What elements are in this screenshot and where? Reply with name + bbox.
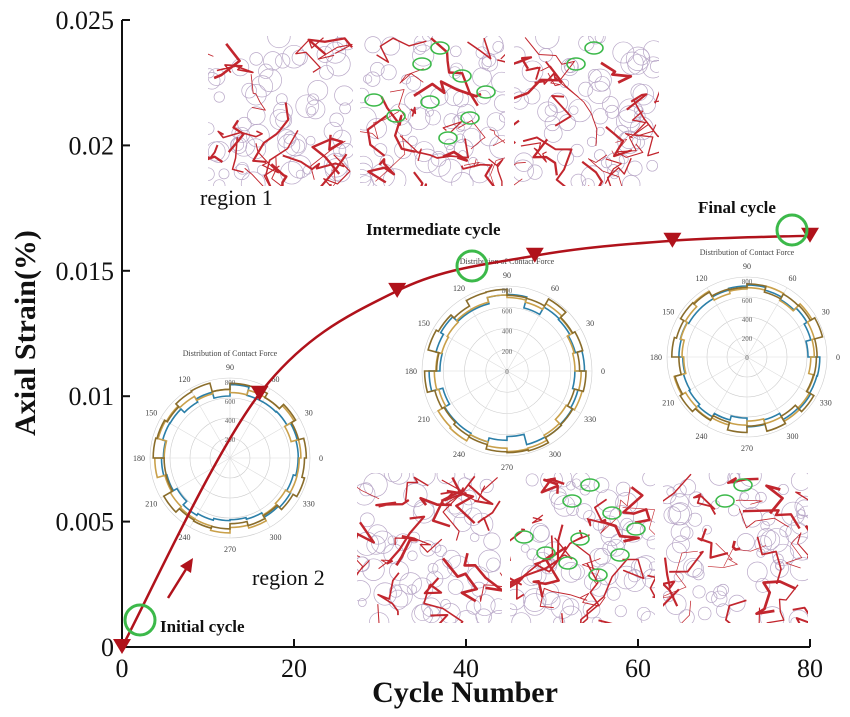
polar-angle-label: 30 xyxy=(305,409,313,418)
force-chain-panel xyxy=(663,473,808,623)
polar-radial-label: 400 xyxy=(502,328,513,336)
x-ticks: 0 20 40 60 80 xyxy=(116,639,823,683)
y-tick-label: 0.005 xyxy=(56,508,115,537)
x-tick-label: 80 xyxy=(797,654,823,683)
polar-angle-label: 30 xyxy=(586,319,594,328)
force-chain-panel xyxy=(360,36,505,186)
polar-angle-label: 120 xyxy=(453,284,465,293)
polar-inset: 0 30 60 90 120 150 180 210 240 270 300 330 0 200 400 60… xyxy=(405,257,605,472)
polar-angle-label: 210 xyxy=(662,399,674,408)
series-layer xyxy=(113,227,819,654)
polar-angle-label: 30 xyxy=(822,308,830,317)
y-tick-label: 0.025 xyxy=(56,6,115,35)
data-point-marker xyxy=(663,232,682,248)
polar-angle-label: 270 xyxy=(741,444,753,453)
polar-angle-label: 90 xyxy=(503,271,511,280)
polar-angle-label: 60 xyxy=(789,274,797,283)
polar-radial-label: 600 xyxy=(742,297,753,305)
polar-angle-label: 330 xyxy=(584,415,596,424)
x-tick-label: 0 xyxy=(116,654,129,683)
x-tick-label: 60 xyxy=(625,654,651,683)
intermediate-cycle-label: Intermediate cycle xyxy=(366,220,501,239)
force-chain-panel xyxy=(514,36,659,186)
polar-radial-label: 600 xyxy=(225,398,236,406)
polar-radial-label: 400 xyxy=(225,417,236,425)
data-point-marker xyxy=(113,639,131,654)
x-axis-title: Cycle Number xyxy=(372,676,558,709)
polar-angle-label: 270 xyxy=(224,545,236,554)
polar-insets: 0306090120150180210240270300330200400600… xyxy=(133,248,840,554)
polar-angle-label: 0 xyxy=(319,454,323,463)
polar-angle-label: 0 xyxy=(836,353,840,362)
polar-radial-label: 800 xyxy=(502,287,513,295)
polar-radial-label: 800 xyxy=(225,379,236,387)
polar-angle-label: 180 xyxy=(405,367,417,376)
polar-angle-label: 90 xyxy=(743,262,751,271)
initial-cycle-label: Initial cycle xyxy=(160,617,245,636)
data-point-marker xyxy=(525,247,544,263)
polar-radial-label: 800 xyxy=(742,278,753,286)
polar-title: Distribution of Contact Force xyxy=(183,349,278,358)
initial-cycle-circle xyxy=(123,603,157,637)
polar-angle-label: 330 xyxy=(303,500,315,509)
highlight-markers xyxy=(123,213,809,637)
polar-radial-label: 0 xyxy=(745,354,749,362)
y-ticks: 0 0.005 0.01 0.015 0.02 0.025 xyxy=(56,6,130,662)
polar-radial-label: 200 xyxy=(742,335,753,343)
direction-arrowhead xyxy=(180,558,193,573)
force-chain-panel xyxy=(357,473,502,623)
polar-angle-label: 210 xyxy=(145,500,157,509)
final-cycle-circle xyxy=(775,213,809,247)
polar-angle-label: 300 xyxy=(270,533,282,542)
y-tick-label: 0.015 xyxy=(56,257,115,286)
data-point-marker xyxy=(388,282,407,298)
region-2-label: region 2 xyxy=(252,565,325,590)
direction-arrow xyxy=(166,565,190,599)
force-chain-panel xyxy=(510,473,655,623)
polar-angle-label: 240 xyxy=(696,432,708,441)
final-cycle-label: Final cycle xyxy=(698,198,776,217)
force-chain-panel xyxy=(208,36,353,186)
polar-angle-label: 120 xyxy=(179,375,191,384)
polar-angle-label: 300 xyxy=(787,432,799,441)
polar-angle-label: 240 xyxy=(453,450,465,459)
y-axis-title: Axial Strain(%) xyxy=(9,230,42,436)
y-tick-label: 0 xyxy=(101,633,114,662)
polar-angle-label: 150 xyxy=(662,308,674,317)
polar-radial-label: 600 xyxy=(502,307,513,315)
force-chain-panels xyxy=(208,36,808,623)
polar-angle-label: 90 xyxy=(226,363,234,372)
polar-inset: 0306090120150180210240270300330200400600… xyxy=(133,349,323,554)
x-tick-label: 20 xyxy=(281,654,307,683)
data-point-marker xyxy=(250,385,269,401)
polar-radial-label: 200 xyxy=(502,348,513,356)
polar-radial-label: 400 xyxy=(742,316,753,324)
y-tick-label: 0.02 xyxy=(69,131,115,160)
intermediate-cycle-circle xyxy=(455,249,489,283)
polar-angle-label: 300 xyxy=(549,450,561,459)
polar-angle-label: 240 xyxy=(179,533,191,542)
region-1-label: region 1 xyxy=(200,185,273,210)
polar-radial-label: 0 xyxy=(505,368,509,376)
polar-angle-label: 60 xyxy=(551,284,559,293)
y-tick-label: 0.01 xyxy=(69,382,115,411)
polar-angle-label: 150 xyxy=(418,319,430,328)
polar-angle-label: 270 xyxy=(501,463,513,472)
polar-angle-label: 0 xyxy=(601,367,605,376)
polar-angle-label: 180 xyxy=(650,353,662,362)
polar-inset: 0 30 60 90 120 150 180 210 240 270 300 330 0 200 400 60… xyxy=(650,248,840,453)
polar-angle-label: 150 xyxy=(145,409,157,418)
polar-angle-label: 120 xyxy=(696,274,708,283)
polar-angle-label: 330 xyxy=(820,399,832,408)
x-tick-label: 40 xyxy=(453,654,479,683)
polar-angle-label: 180 xyxy=(133,454,145,463)
polar-title: Distribution of Contact Force xyxy=(700,248,795,257)
polar-angle-label: 60 xyxy=(272,375,280,384)
polar-angle-label: 210 xyxy=(418,415,430,424)
